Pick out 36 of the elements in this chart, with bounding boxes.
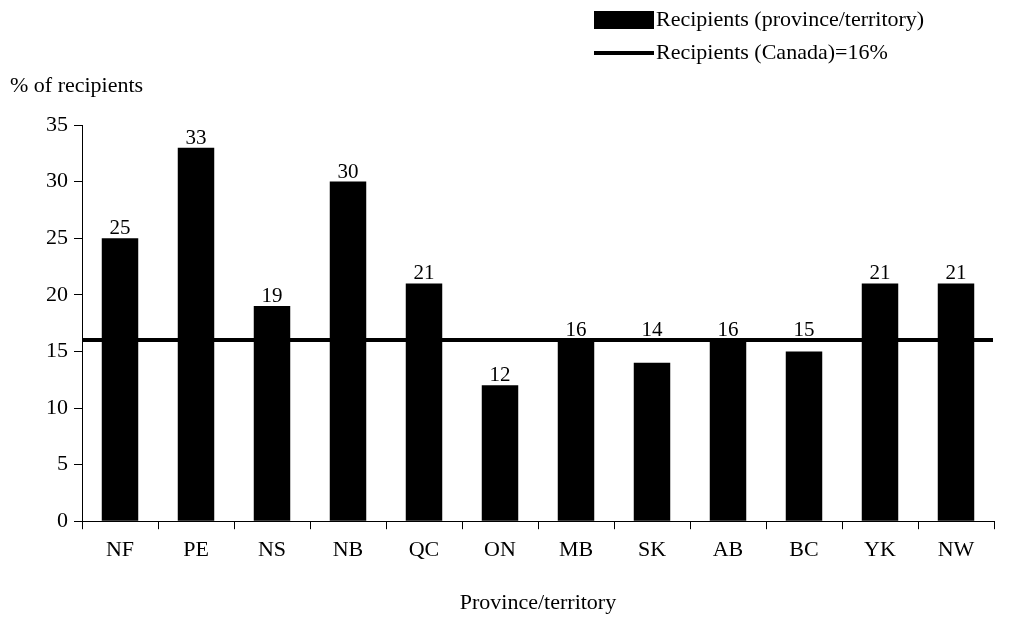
x-tick-label: ON xyxy=(484,536,516,562)
data-label: 21 xyxy=(869,260,891,285)
data-label: 19 xyxy=(261,283,283,308)
x-tick-label: NB xyxy=(332,536,364,562)
data-label: 21 xyxy=(413,260,435,285)
y-axis-title: % of recipients xyxy=(10,71,144,97)
x-tick-label: BC xyxy=(789,536,819,562)
legend-label: Recipients (province/territory) xyxy=(656,5,925,31)
x-tick-label: QC xyxy=(408,536,440,562)
x-tick-label: NS xyxy=(257,536,287,562)
x-tick-label: PE xyxy=(183,536,209,562)
data-label: 30 xyxy=(337,158,359,183)
x-tick-label: SK xyxy=(637,536,667,562)
x-axis-title: Province/territory xyxy=(459,588,617,614)
x-tick-label: NF xyxy=(105,536,135,562)
data-label: 16 xyxy=(717,317,739,342)
legend-label: Recipients (Canada)=16% xyxy=(656,38,888,64)
y-tick-label: 0 xyxy=(57,506,68,532)
x-tick-label: YK xyxy=(864,536,896,562)
data-label: 16 xyxy=(565,317,587,342)
data-label: 12 xyxy=(489,362,511,387)
data-label: 21 xyxy=(945,260,967,285)
y-tick-label: 10 xyxy=(46,393,68,419)
data-label: 15 xyxy=(793,317,815,342)
x-tick-label: NW xyxy=(937,536,975,562)
y-tick-label: 35 xyxy=(46,110,68,136)
y-tick-label: 30 xyxy=(46,167,68,193)
x-tick-label: AB xyxy=(712,536,744,562)
y-tick-label: 5 xyxy=(57,450,68,476)
y-tick-label: 25 xyxy=(46,223,68,249)
y-tick-label: 15 xyxy=(46,337,68,363)
y-tick-label: 20 xyxy=(46,280,68,306)
data-label: 33 xyxy=(185,124,207,149)
data-label: 25 xyxy=(109,215,131,240)
data-label: 14 xyxy=(641,317,663,342)
x-tick-label: MB xyxy=(558,536,594,562)
